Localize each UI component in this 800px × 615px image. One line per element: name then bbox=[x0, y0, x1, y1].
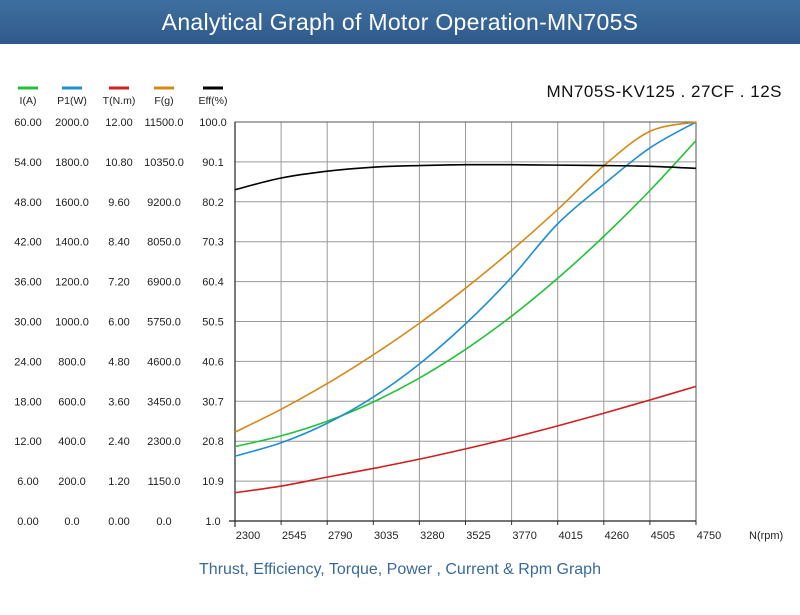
y-tick-label-I: 30.00 bbox=[14, 317, 42, 329]
legend: I(A) P1(W) T(N.m) F(g) Eff(%) bbox=[18, 86, 228, 107]
y-tick-label-I: 42.00 bbox=[14, 237, 42, 249]
x-tick-label: 3035 bbox=[374, 530, 398, 542]
y-tick-label-I: 24.00 bbox=[14, 356, 42, 368]
y-tick-label-T: 9.60 bbox=[108, 197, 129, 209]
y-tick-label-Eff: 70.3 bbox=[202, 237, 223, 249]
y-axes: 0.00 6.00 12.00 18.00 24.00 30.00 36.00 42.00 48… bbox=[14, 117, 236, 528]
y-tick-label-F: 10350.0 bbox=[144, 157, 184, 169]
y-tick-label-Eff: 40.6 bbox=[202, 356, 223, 368]
y-tick-label-P1: 1000.0 bbox=[55, 317, 89, 329]
x-tick-label: 3280 bbox=[420, 530, 444, 542]
chart-caption: Thrust, Efficiency, Torque, Power , Curr… bbox=[199, 561, 601, 578]
y-tick-label-P1: 200.0 bbox=[58, 476, 86, 488]
x-axis: 2300 2545 2790 3035 3280 3525 3770 4015 4260 4505… bbox=[229, 520, 783, 542]
legend-label-Eff: Eff(%) bbox=[199, 95, 228, 107]
x-tick-label: 2300 bbox=[236, 530, 260, 542]
y-tick-label-F: 3450.0 bbox=[147, 396, 181, 408]
series-line-Eff bbox=[234, 163, 697, 191]
y-tick-label-T: 7.20 bbox=[108, 277, 129, 289]
y-tick-label-I: 48.00 bbox=[14, 197, 42, 209]
title-banner: Analytical Graph of Motor Operation-MN70… bbox=[0, 0, 800, 44]
y-tick-label-Eff: 90.1 bbox=[202, 157, 223, 169]
x-tick-label: 3525 bbox=[466, 530, 490, 542]
series-line-T bbox=[234, 385, 697, 494]
y-tick-label-F: 6900.0 bbox=[147, 277, 181, 289]
x-tick-label: 4505 bbox=[651, 530, 675, 542]
y-tick-label-I: 54.00 bbox=[14, 157, 42, 169]
y-tick-label-I: 18.00 bbox=[14, 396, 42, 408]
y-tick-label-P1: 1600.0 bbox=[55, 197, 89, 209]
y-tick-label-I: 60.00 bbox=[14, 117, 42, 129]
grid bbox=[234, 121, 697, 522]
y-tick-label-P1: 1400.0 bbox=[55, 237, 89, 249]
y-tick-label-P1: 2000.0 bbox=[55, 117, 89, 129]
y-tick-label-P1: 600.0 bbox=[58, 396, 86, 408]
y-tick-label-T: 2.40 bbox=[108, 436, 129, 448]
y-tick-label-T: 12.00 bbox=[105, 117, 133, 129]
x-tick-label: 4015 bbox=[558, 530, 582, 542]
x-tick-label: 3770 bbox=[512, 530, 536, 542]
y-tick-label-Eff: 30.7 bbox=[202, 396, 223, 408]
y-tick-label-I: 12.00 bbox=[14, 436, 42, 448]
y-tick-label-I: 36.00 bbox=[14, 277, 42, 289]
y-tick-label-F: 11500.0 bbox=[145, 117, 184, 129]
legend-label-P1: P1(W) bbox=[57, 95, 87, 107]
y-tick-label-P1: 800.0 bbox=[58, 356, 86, 368]
y-tick-label-Eff: 60.4 bbox=[202, 277, 223, 289]
legend-label-T: T(N.m) bbox=[103, 95, 136, 107]
y-tick-label-T: 6.00 bbox=[108, 317, 129, 329]
y-tick-label-F: 0.0 bbox=[156, 516, 171, 528]
y-tick-label-F: 5750.0 bbox=[147, 317, 181, 329]
y-tick-label-F: 2300.0 bbox=[147, 436, 181, 448]
y-tick-label-P1: 1800.0 bbox=[55, 157, 89, 169]
x-tick-label: 4750 bbox=[697, 530, 721, 542]
y-tick-label-Eff: 20.8 bbox=[202, 436, 223, 448]
y-tick-label-Eff: 50.5 bbox=[202, 317, 223, 329]
x-tick-label: 2545 bbox=[282, 530, 306, 542]
y-tick-label-Eff: 1.0 bbox=[205, 516, 220, 528]
y-tick-label-T: 3.60 bbox=[108, 396, 129, 408]
y-tick-label-F: 9200.0 bbox=[147, 197, 181, 209]
y-tick-label-F: 1150.0 bbox=[148, 476, 181, 488]
y-tick-label-F: 8050.0 bbox=[147, 237, 181, 249]
y-tick-label-I: 6.00 bbox=[17, 476, 38, 488]
y-tick-label-P1: 1200.0 bbox=[55, 277, 89, 289]
y-tick-label-I: 0.00 bbox=[17, 516, 38, 528]
series-line-F bbox=[234, 121, 697, 433]
model-label: MN705S-KV125 . 27CF . 12S bbox=[546, 82, 782, 101]
chart-title: Analytical Graph of Motor Operation-MN70… bbox=[161, 8, 639, 35]
y-tick-label-Eff: 80.2 bbox=[202, 197, 223, 209]
y-tick-label-T: 10.80 bbox=[105, 157, 133, 169]
y-tick-label-T: 8.40 bbox=[108, 237, 129, 249]
y-tick-label-T: 0.00 bbox=[108, 516, 129, 528]
y-tick-label-Eff: 10.9 bbox=[202, 476, 223, 488]
series-line-I bbox=[234, 140, 697, 448]
legend-label-I: I(A) bbox=[20, 95, 37, 107]
y-tick-label-P1: 400.0 bbox=[58, 436, 86, 448]
y-tick-label-P1: 0.0 bbox=[64, 516, 79, 528]
y-tick-label-Eff: 100.0 bbox=[199, 117, 227, 129]
y-tick-label-F: 4600.0 bbox=[147, 356, 181, 368]
y-tick-label-T: 4.80 bbox=[108, 356, 129, 368]
series-line-P1 bbox=[234, 121, 697, 457]
legend-label-F: F(g) bbox=[154, 95, 173, 107]
x-tick-label: 4260 bbox=[605, 530, 629, 542]
x-axis-label: N(rpm) bbox=[749, 530, 783, 542]
x-tick-label: 2790 bbox=[328, 530, 352, 542]
series-lines bbox=[234, 121, 697, 494]
y-tick-label-T: 1.20 bbox=[108, 476, 129, 488]
